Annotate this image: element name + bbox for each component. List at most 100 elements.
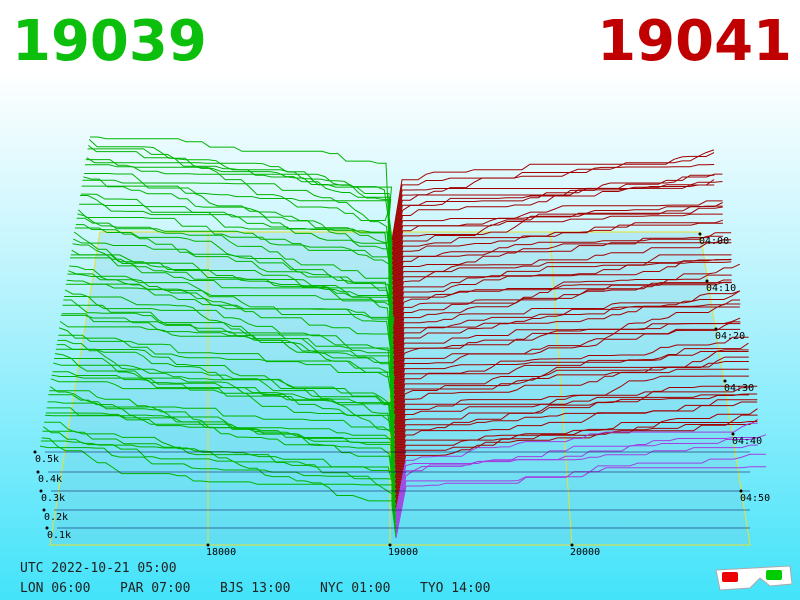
bid-depth-line (50, 378, 396, 474)
time-label: 04:00 (699, 236, 729, 247)
time-tick (705, 279, 709, 283)
city-time: BJS 13:00 (220, 581, 290, 596)
bid-depth-line (67, 273, 395, 375)
bid-depth-line (81, 185, 394, 290)
time-tick (723, 379, 727, 383)
ask-depth-line (393, 290, 741, 390)
bid-depth-line (90, 136, 393, 241)
time-label: 04:20 (715, 331, 745, 342)
bid-depth-line (69, 265, 395, 365)
bid-depth-line (66, 279, 395, 380)
ask-depth-line (393, 328, 741, 404)
ask-depth-line (392, 202, 723, 290)
price-label: 20000 (570, 547, 600, 558)
ask-depth-line (393, 263, 741, 375)
bid-depth-line (56, 344, 396, 439)
ask-depth-line (393, 281, 732, 360)
ask-depth-line (392, 232, 732, 325)
bid-depth-line (48, 394, 396, 489)
ask-depth-line (393, 321, 741, 419)
volume-label: 0.2k (44, 512, 68, 523)
bid-depth-line (60, 314, 395, 414)
volume-tick (45, 526, 49, 530)
ask-depth-line (395, 453, 766, 534)
depth-surface (39, 136, 767, 546)
bid-depth-line (70, 257, 395, 360)
ask-depth-line (393, 290, 741, 380)
bid-depth-line (52, 371, 396, 464)
ask-depth-line (391, 184, 715, 260)
ask-depth-line (392, 254, 732, 350)
bid-depth-line (84, 173, 393, 275)
volume-label: 0.4k (38, 474, 62, 485)
ask-depth-line (392, 200, 723, 280)
bid-depth-line (59, 327, 395, 424)
time-label: 04:30 (724, 383, 754, 394)
city-time: NYC 01:00 (320, 581, 390, 596)
bid-depth-line (53, 362, 396, 459)
ask-depth-line (394, 408, 758, 499)
bid-depth-line (70, 254, 395, 355)
ask-depth-line (394, 401, 758, 479)
bid-depth-line (41, 437, 397, 529)
ask-depth-line (391, 152, 715, 246)
bid-depth-line (64, 289, 395, 390)
volume-tick (33, 450, 37, 454)
bid-depth-line (64, 296, 395, 395)
bid-depth-line (73, 238, 394, 340)
time-tick (731, 432, 735, 436)
ask-depth-line (391, 149, 715, 241)
bid-depth-line (44, 414, 397, 509)
bid-depth-line (42, 430, 397, 524)
ask-depth-line (393, 282, 732, 365)
bid-depth-line (51, 374, 396, 469)
bid-depth-line (59, 320, 395, 419)
bid-depth-line (75, 227, 394, 330)
bid-depth-line (61, 313, 395, 409)
ask-depth-line (395, 437, 758, 519)
volume-tick (42, 508, 46, 512)
bid-depth-line (71, 249, 394, 350)
bid-depth-line (68, 270, 395, 370)
bid-depth-line (86, 157, 393, 260)
ask-depth-line (392, 219, 724, 305)
volume-label: 0.1k (47, 530, 71, 541)
ask-depth-line (394, 393, 758, 474)
bid-depth-line (79, 203, 394, 305)
bid-depth-line (45, 412, 397, 504)
city-time: PAR 07:00 (120, 581, 190, 596)
ask-depth-line (394, 399, 758, 489)
ask-depth-line (392, 242, 732, 340)
bid-depth-line (47, 401, 396, 494)
ask-depth-line (394, 394, 750, 469)
bid-depth-line (80, 193, 394, 295)
ask-depth-line (394, 421, 758, 494)
bid-depth-line (40, 440, 397, 534)
volume-tick (39, 489, 43, 493)
ask-depth-line (393, 342, 749, 424)
bid-depth-line (77, 213, 394, 315)
bid-depth-line (76, 217, 394, 320)
volume-tick (36, 470, 40, 474)
ask-depth-line (392, 206, 723, 300)
ask-depth-line (394, 385, 758, 484)
price-label: 19000 (388, 547, 418, 558)
glasses-icon (715, 565, 793, 591)
ask-depth-line (392, 213, 723, 295)
bid-price: 19039 (12, 9, 207, 74)
bid-depth-line (63, 299, 395, 399)
price-label: 18000 (206, 547, 236, 558)
ask-depth-line (395, 414, 758, 504)
bid-depth-line (57, 339, 396, 434)
ask-depth-line (392, 235, 723, 315)
ask-depth-line (395, 422, 758, 514)
ask-depth-line (394, 387, 749, 464)
ask-depth-line (394, 349, 749, 439)
ask-depth-line (395, 434, 767, 529)
ask-depth-line (391, 181, 723, 275)
time-label: 04:50 (740, 493, 770, 504)
time-label: 04:10 (706, 283, 736, 294)
bid-depth-line (82, 179, 394, 285)
ask-depth-line (393, 306, 740, 385)
bid-depth-line (85, 164, 393, 270)
